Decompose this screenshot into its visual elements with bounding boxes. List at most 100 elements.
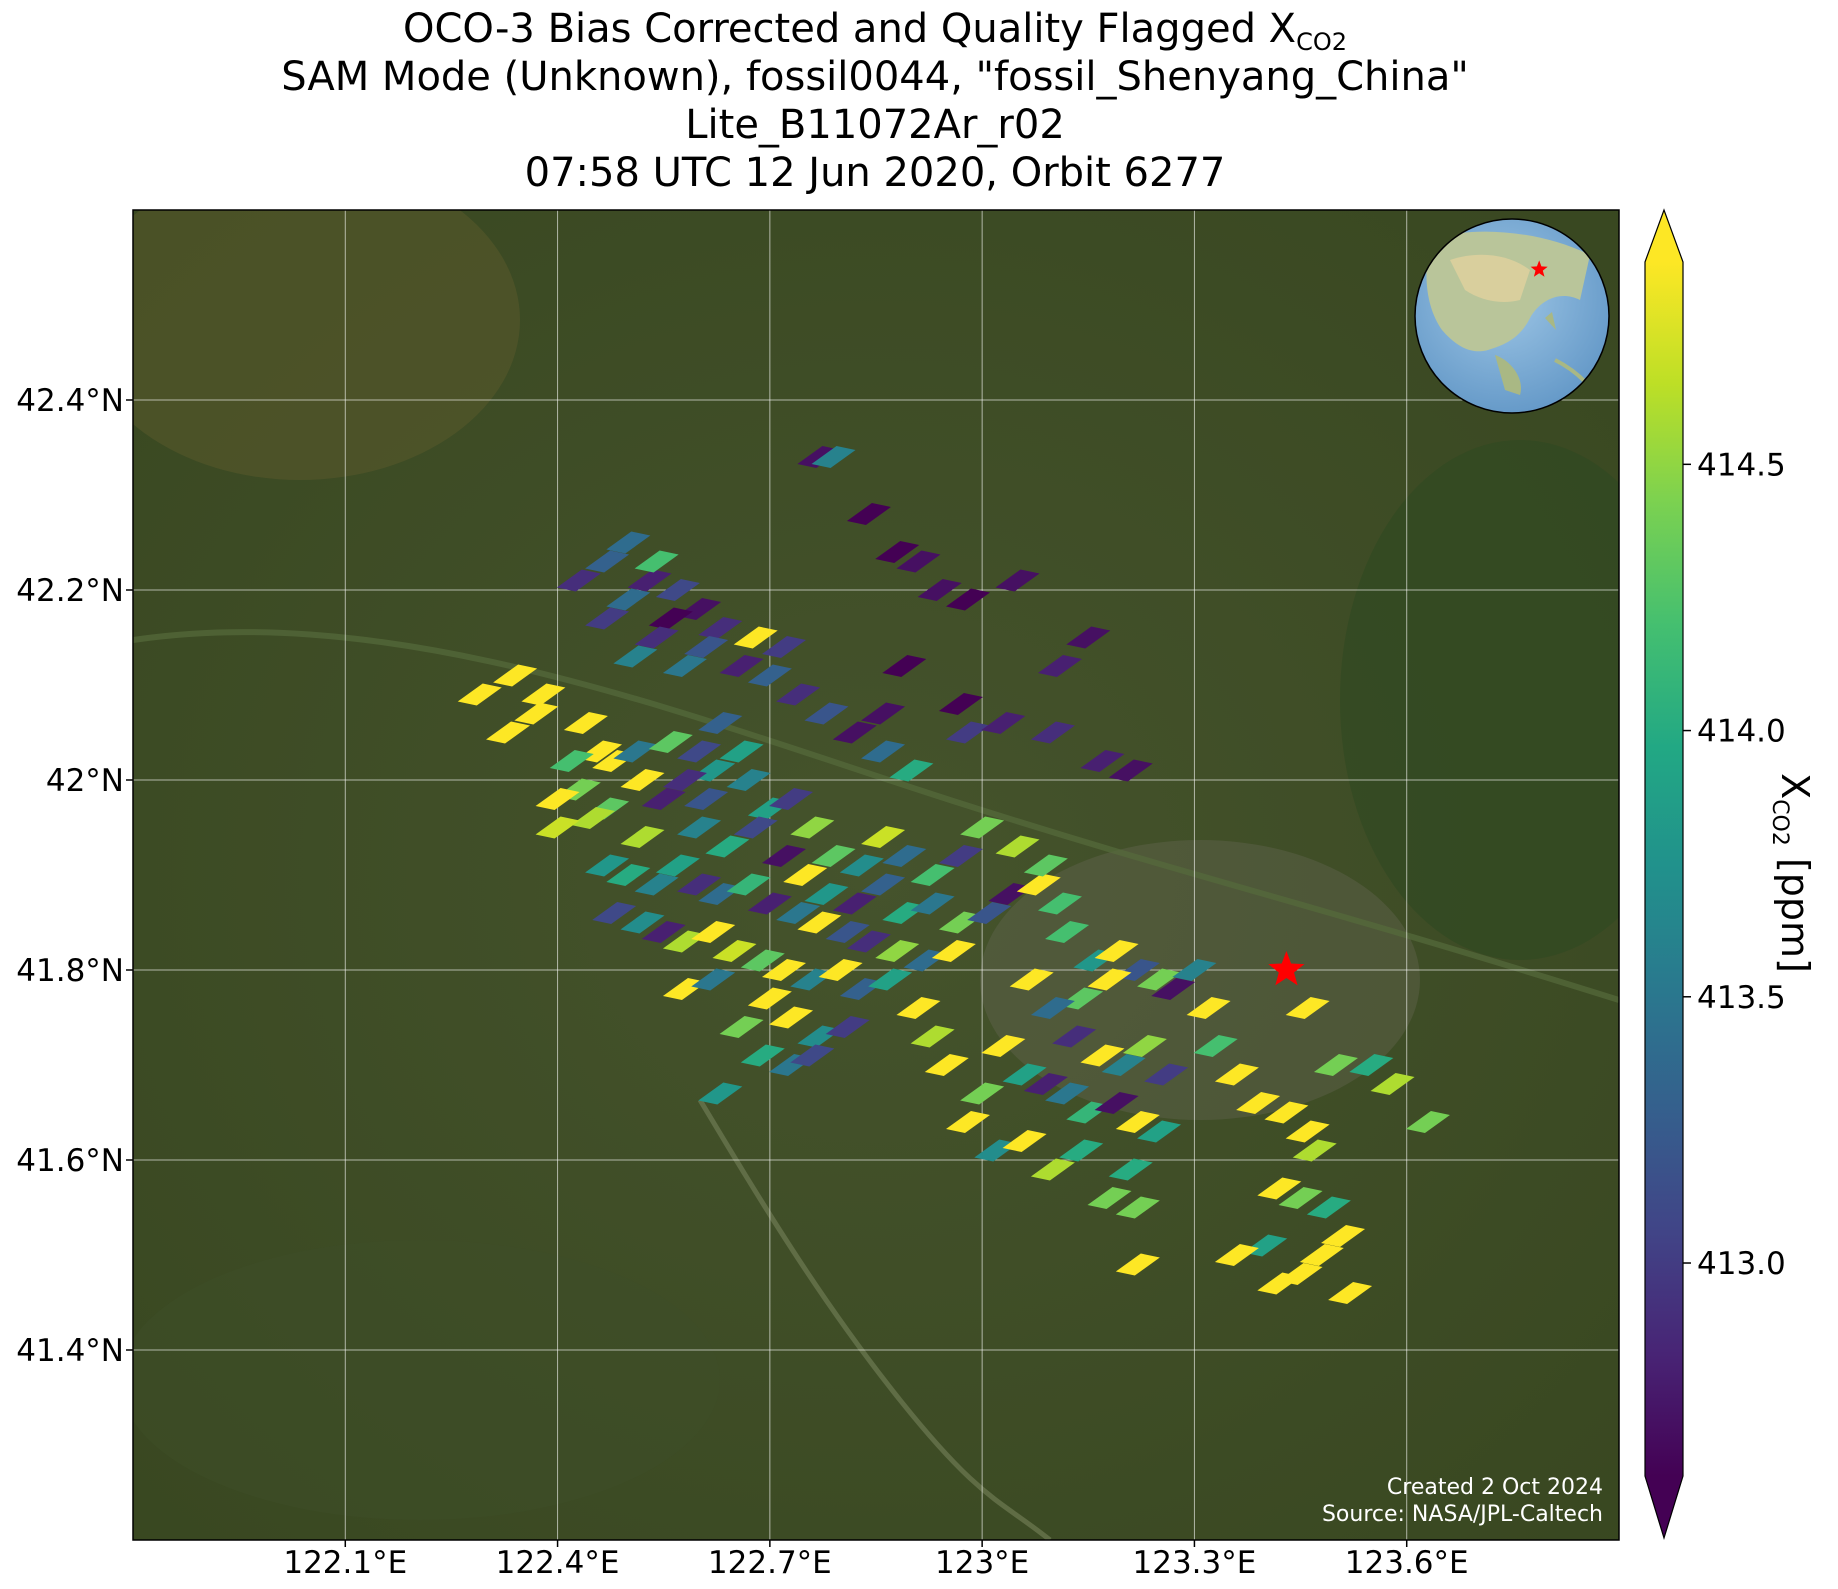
xco2-sounding [818,959,863,981]
xco2-sounding [1122,1035,1167,1057]
xco2-sounding [1214,1244,1259,1266]
xco2-sounding [733,626,778,649]
xco2-sounding [733,816,778,839]
xco2-sounding [931,940,976,962]
xco2-sounding [514,702,559,725]
xco2-sounding [811,446,856,468]
xco2-sounding [825,1016,870,1038]
xco2-sounding [1115,1111,1160,1133]
xco2-sounding [769,788,814,810]
xco2-sounding [896,997,941,1019]
xco2-sounding [698,712,743,734]
xco2-sounding [910,892,955,915]
globe-landmass-indochina [1495,355,1521,395]
xco2-sounding [740,949,785,972]
xco2-sounding [1094,1092,1139,1114]
xco2-sounding [719,655,764,677]
xco2-sounding [981,1035,1026,1057]
xco2-sounding [1002,1130,1047,1152]
plot-frame [132,209,1620,1541]
xco2-sounding [1264,1101,1309,1124]
xco2-sounding [620,911,665,934]
xco2-sounding [1023,1073,1068,1095]
xco2-sounding [634,626,679,649]
xco2-sounding [804,702,849,725]
xco2-sounding [712,940,757,962]
credit-source: Source: NASA/JPL-Caltech [1322,1502,1603,1527]
xco2-sounding [1299,1244,1344,1266]
x-tick-label: 122.7°E [708,1545,832,1581]
xco2-sounding [1257,1177,1302,1200]
globe-inset [1414,218,1610,414]
colorbar-gradient [1645,262,1683,1476]
xco2-sounding [1009,968,1054,991]
xco2-sounding [747,664,792,687]
xco2-sounding [691,968,736,991]
y-tick-label: 42°N [46,763,124,799]
xco2-sounding [677,816,722,839]
xco2-sounding [556,569,601,592]
x-tick-label: 122.4°E [496,1545,620,1581]
xco2-sounding [606,864,651,886]
x-tick-label: 123°E [935,1545,1029,1581]
xco2-sounding [875,541,920,563]
colorbar: 413.0 413.5 414.0 414.5 XCO2 [ppm] [1644,208,1817,1541]
xco2-sounding [938,845,983,867]
xco2-sounding [570,807,615,829]
colorbar-ticks: 413.0 413.5 414.0 414.5 [1683,447,1786,1282]
xco2-sounding [1108,759,1153,782]
x-axis-ticks: 122.1°E 122.4°E 122.7°E 123°E 123.3°E 123.6°E [283,1540,1469,1581]
xco2-sounding [1137,968,1182,991]
xco2-sounding [549,750,594,772]
xco2-sounding [613,645,658,668]
xco2-sounding [846,930,891,953]
xco2-sounding [804,883,849,905]
xco2-sounding [698,617,743,639]
xco2-sounding [762,845,807,867]
xco2-sounding [1292,1139,1337,1162]
xco2-sounding [861,873,906,896]
xco2-sounding [719,740,764,763]
xco2-sounding [882,655,927,677]
xco2-sounding [1115,1196,1160,1219]
xco2-sounding [1066,626,1111,649]
xco2-sounding [613,740,658,763]
x-tick-label: 123.3°E [1133,1545,1257,1581]
xco2-sounding [938,693,983,715]
xco2-sounding [1257,1272,1302,1295]
xco2-sounding [662,769,707,791]
xco2-sounding [726,769,771,791]
globe-star-marker [1530,260,1548,277]
xco2-sounding [1405,1111,1450,1133]
xco2-sounding [648,607,693,630]
xco2-sounding [585,854,630,877]
xco2-sounding [776,902,821,924]
xco2-soundings [457,446,1450,1304]
xco2-sounding [981,712,1026,734]
xco2-sounding [620,769,665,791]
xco2-sounding [705,835,750,858]
xco2-sounding [868,968,913,991]
xco2-sounding [1306,1196,1351,1219]
xco2-sounding [1108,1158,1153,1181]
xco2-sounding [1285,1120,1330,1143]
xco2-sounding [1370,1073,1415,1095]
xco2-sounding [1172,959,1217,981]
x-tick-label: 123.6°E [1345,1545,1469,1581]
y-tick-label: 42.2°N [16,573,124,609]
chart-title-line-2: SAM Mode (Unknown), fossil0044, "fossil_… [281,54,1469,100]
xco2-sounding [1328,1282,1373,1304]
xco2-sounding [967,902,1012,924]
xco2-sounding [648,731,693,753]
xco2-sounding [875,940,920,962]
xco2-sounding [1045,921,1090,943]
colorbar-tick-label: 413.0 [1697,1246,1786,1282]
xco2-sounding [634,873,679,896]
xco2-sounding [846,503,891,525]
globe-landmass-desert [1450,254,1530,302]
xco2-sounding [1016,873,1061,896]
xco2-sounding [747,892,792,915]
xco2-sounding [825,921,870,943]
